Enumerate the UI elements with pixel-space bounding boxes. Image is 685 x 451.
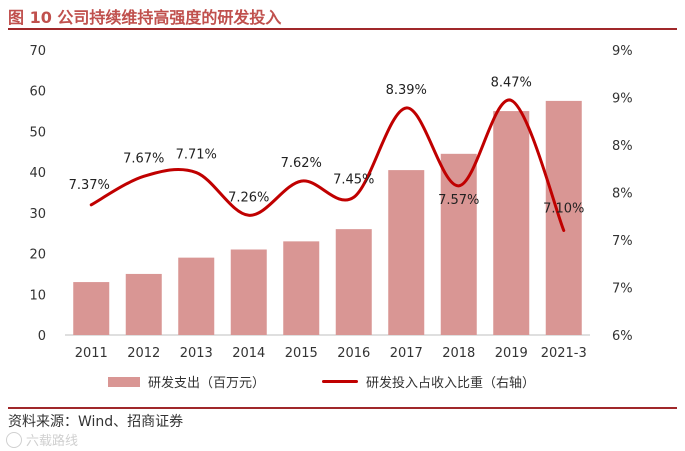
bar (73, 282, 110, 335)
bar (493, 111, 530, 335)
bar (440, 153, 477, 335)
source-note: 资料来源：Wind、招商证券 (8, 414, 184, 430)
left-axis-tick-label: 10 (29, 288, 46, 303)
x-axis-tick-label: 2019 (495, 346, 528, 361)
legend-bar: 研发支出（百万元） (108, 372, 265, 391)
x-axis-tick-label: 2012 (127, 346, 160, 361)
left-axis-tick-label: 50 (29, 125, 46, 140)
left-axis-tick-label: 30 (29, 207, 46, 222)
bar (283, 241, 320, 335)
chart-area: 0 10 20 30 40 50 60 70 6% 7% 7% 8% 8% 9% 9% 2011 2012 201… (29, 44, 633, 361)
series-line (89, 98, 566, 232)
bar (388, 170, 425, 335)
x-axis-tick-label: 2014 (232, 346, 265, 361)
bar (178, 257, 215, 335)
source-rule (8, 407, 677, 409)
watermark-icon (6, 431, 22, 448)
right-axis-tick-label: 8% (612, 187, 633, 202)
right-axis-tick-label: 7% (612, 234, 633, 249)
left-axis-tick-label: 0 (38, 329, 46, 344)
line-data-label: 7.71% (176, 148, 217, 163)
title-rule (8, 28, 677, 30)
legend-bar-label: 研发支出（百万元） (148, 376, 266, 391)
line-data-label: 7.10% (543, 202, 584, 217)
right-axis-tick-label: 8% (612, 139, 633, 154)
bar (230, 249, 267, 335)
right-axis-tick-label: 9% (612, 44, 633, 59)
x-axis-tick-label: 2013 (180, 346, 213, 361)
chart-title: 图 10 公司持续维持高强度的研发投入 (8, 8, 282, 27)
line-data-label: 7.26% (228, 190, 269, 205)
left-axis-tick-label: 60 (29, 85, 46, 100)
left-axis-tick-label: 40 (29, 166, 46, 181)
x-axis-tick-label: 2015 (285, 346, 318, 361)
x-axis-tick-label: 2018 (442, 346, 475, 361)
bar (335, 229, 372, 335)
legend-line: 研发投入占收入比重（右轴） (322, 372, 535, 391)
line-data-label: 7.37% (69, 178, 110, 193)
legend-line-swatch (322, 380, 358, 383)
line-data-label: 8.39% (386, 83, 427, 98)
right-axis-tick-label: 9% (612, 92, 633, 107)
left-axis-tick-label: 20 (29, 248, 46, 263)
watermark: 六载路线 (6, 430, 78, 449)
left-axis-tick-label: 70 (29, 44, 46, 59)
line-data-label: 8.47% (491, 75, 532, 90)
x-axis-tick-label: 2021-3 (541, 346, 587, 361)
line-data-label: 7.67% (123, 151, 164, 166)
line-data-label: 7.57% (438, 193, 479, 208)
legend-bar-swatch (108, 376, 140, 387)
x-axis-tick-label: 2017 (390, 346, 423, 361)
bar (125, 273, 162, 335)
x-axis-tick-label: 2016 (337, 346, 370, 361)
right-axis-tick-label: 7% (612, 282, 633, 297)
right-axis-tick-label: 6% (612, 329, 633, 344)
line-data-label: 7.45% (333, 172, 374, 187)
legend-line-label: 研发投入占收入比重（右轴） (366, 376, 536, 391)
line-data-label: 7.62% (281, 156, 322, 171)
x-axis-tick-label: 2011 (75, 346, 108, 361)
bar (545, 100, 582, 336)
watermark-text: 六载路线 (26, 434, 79, 449)
